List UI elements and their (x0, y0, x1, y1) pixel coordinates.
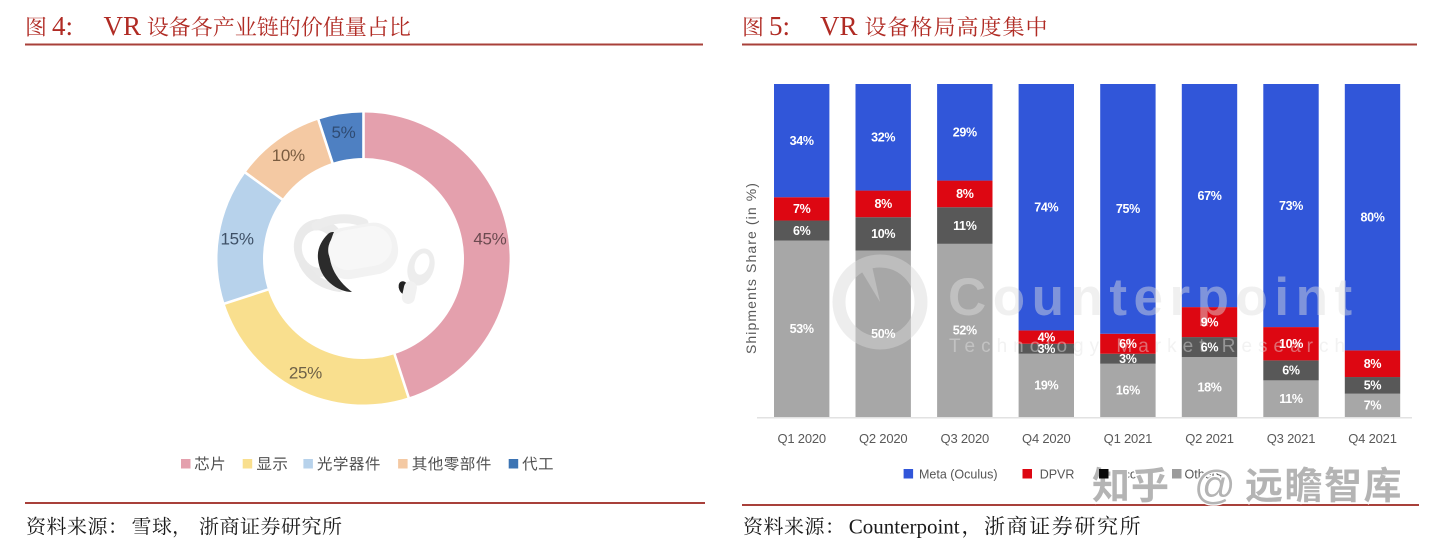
svg-text:Counterpoint: Counterpoint (948, 268, 1359, 327)
svg-text:6%: 6% (1282, 364, 1300, 378)
svg-text:Q4 2020: Q4 2020 (1022, 431, 1070, 446)
svg-text:Q2 2021: Q2 2021 (1185, 431, 1233, 446)
svg-text:50%: 50% (871, 327, 895, 341)
svg-text:15%: 15% (221, 230, 254, 249)
svg-text:53%: 53% (790, 322, 814, 336)
svg-text:VR: VR (104, 11, 142, 41)
svg-text:3%: 3% (1119, 352, 1137, 366)
svg-text:19%: 19% (1034, 379, 1058, 393)
svg-text:Q3 2021: Q3 2021 (1267, 431, 1315, 446)
svg-text:6%: 6% (1201, 340, 1219, 354)
svg-text:Technology Market Research: Technology Market Research (949, 336, 1351, 357)
svg-text:7%: 7% (793, 202, 811, 216)
svg-text:Q3 2020: Q3 2020 (941, 431, 989, 446)
svg-text:8%: 8% (874, 197, 892, 211)
svg-text:67%: 67% (1197, 189, 1221, 203)
svg-text:Q4 2021: Q4 2021 (1348, 431, 1396, 446)
svg-text:DPVR: DPVR (1040, 468, 1075, 482)
svg-text:80%: 80% (1360, 211, 1384, 225)
svg-text:6%: 6% (793, 224, 811, 238)
svg-text:18%: 18% (1197, 380, 1221, 394)
svg-text:45%: 45% (473, 230, 506, 249)
svg-text:4%: 4% (1038, 330, 1056, 344)
svg-text:7%: 7% (1364, 399, 1382, 413)
svg-text:10%: 10% (272, 146, 305, 165)
svg-text:8%: 8% (1364, 357, 1382, 371)
svg-text:29%: 29% (953, 126, 977, 140)
svg-text:Counterpoint: Counterpoint (849, 515, 960, 539)
svg-text:9%: 9% (1201, 315, 1219, 329)
svg-text:73%: 73% (1279, 199, 1303, 213)
svg-text:52%: 52% (953, 324, 977, 338)
svg-text:16%: 16% (1116, 384, 1140, 398)
svg-text:32%: 32% (871, 131, 895, 145)
svg-text:4:: 4: (52, 11, 73, 41)
svg-text:25%: 25% (289, 364, 322, 383)
svg-text:Q2 2020: Q2 2020 (859, 431, 907, 446)
svg-text:5:: 5: (769, 11, 790, 41)
svg-text:11%: 11% (953, 219, 977, 233)
svg-text:3%: 3% (1038, 342, 1056, 356)
svg-text:Q1 2020: Q1 2020 (777, 431, 825, 446)
svg-text:5%: 5% (1364, 379, 1382, 393)
svg-text:74%: 74% (1034, 201, 1058, 215)
svg-text:10%: 10% (871, 227, 895, 241)
svg-text:11%: 11% (1279, 392, 1303, 406)
svg-text:@: @ (1194, 462, 1236, 508)
svg-text:75%: 75% (1116, 202, 1140, 216)
svg-text:Others: Others (1185, 468, 1223, 482)
svg-text:Meta (Oculus): Meta (Oculus) (919, 468, 998, 482)
svg-text:Q1 2021: Q1 2021 (1104, 431, 1152, 446)
svg-text:34%: 34% (790, 134, 814, 148)
svg-text:VR: VR (820, 11, 858, 41)
svg-text:5%: 5% (332, 123, 356, 142)
svg-text:6%: 6% (1119, 337, 1137, 351)
svg-text:8%: 8% (956, 187, 974, 201)
svg-text:Shipments Share (in %): Shipments Share (in %) (743, 182, 759, 354)
svg-text:10%: 10% (1279, 337, 1303, 351)
